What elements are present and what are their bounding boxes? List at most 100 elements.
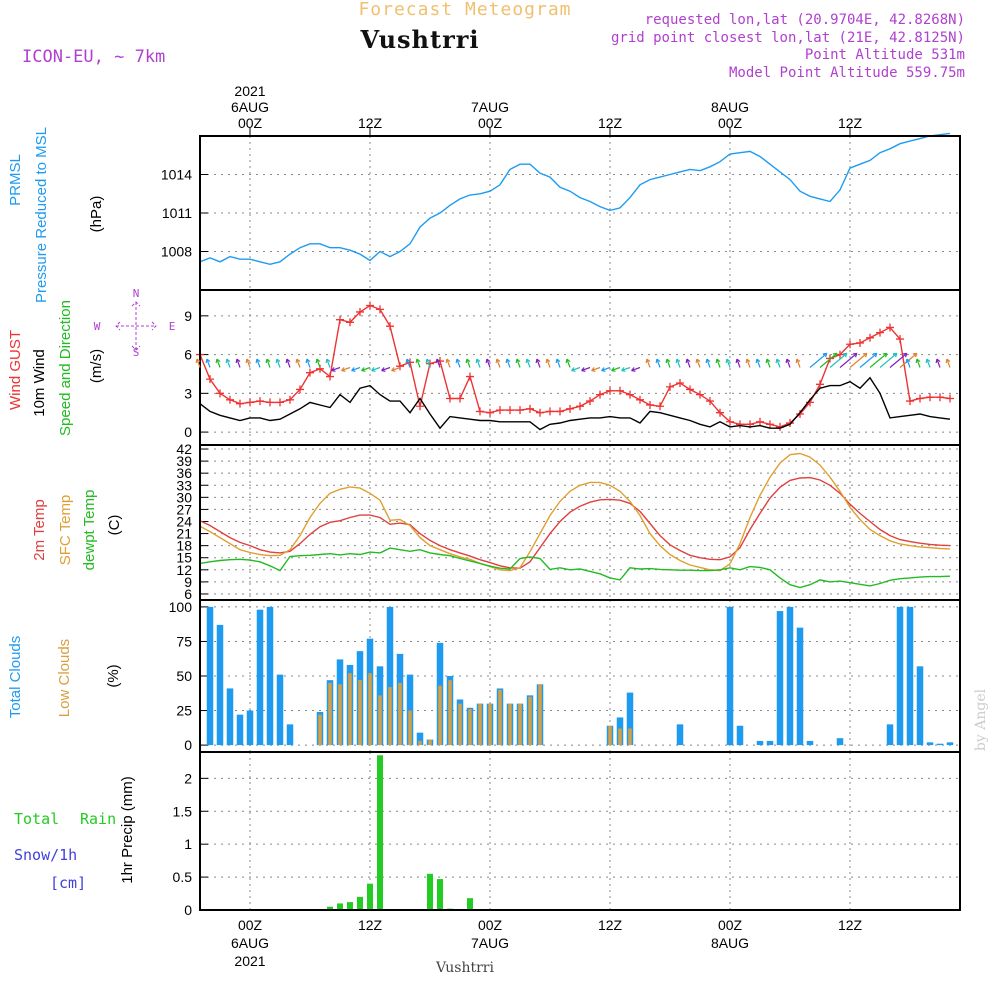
ytick-label-clouds: 75	[176, 633, 192, 649]
gust-marker	[906, 397, 914, 406]
wind-arrowhead	[525, 358, 531, 364]
bar-total-clouds	[246, 710, 254, 746]
wind-arrow	[676, 358, 681, 368]
ytick-label-wind: 3	[184, 385, 192, 401]
bar-total-rain	[357, 896, 363, 910]
wind-arrowhead	[325, 358, 331, 364]
wind-arrowhead	[495, 358, 501, 364]
gust-marker	[846, 340, 854, 349]
compass-letter: N	[133, 287, 140, 300]
bar-low-clouds	[438, 685, 442, 746]
bar-low-clouds	[518, 703, 522, 746]
panels-group: 1008101110140369691215182124273033363942…	[161, 132, 961, 918]
bar-low-clouds	[348, 673, 352, 746]
wind-arrow	[859, 352, 878, 368]
time-label-top: 00Z	[478, 115, 503, 131]
wind-arrow	[889, 352, 908, 368]
wind-arrow	[766, 358, 771, 368]
wind-arrowhead	[665, 358, 671, 364]
panel-clouds: 0 25 50 75 100	[169, 599, 961, 753]
wind-arrow	[611, 366, 621, 372]
wind-arrow	[631, 366, 641, 372]
wind-arrowhead	[892, 352, 898, 358]
ytick-label-temperature: 12	[176, 562, 192, 578]
gust-marker	[616, 386, 624, 395]
time-label-bottom: 6AUG	[231, 935, 269, 951]
gust-marker	[786, 419, 794, 428]
gust-marker	[816, 380, 824, 389]
bar-total-clouds	[936, 743, 944, 746]
wind-arrow	[666, 358, 671, 368]
gust-marker	[896, 335, 904, 344]
wind-arrow	[756, 358, 761, 368]
wind-arrow	[571, 366, 581, 372]
bar-total-clouds	[386, 606, 394, 746]
ytick-label-clouds: 0	[184, 737, 192, 753]
ytick-label-temperature: 39	[176, 453, 192, 469]
time-label-top: 12Z	[358, 115, 383, 131]
wind-arrow	[879, 352, 898, 368]
bar-total-rain	[427, 873, 433, 910]
wind-arrow	[786, 358, 791, 368]
ytick-label-temperature: 9	[184, 574, 192, 590]
wind-arrowhead	[391, 367, 396, 372]
wind-arrow	[216, 358, 221, 368]
ytick-label-precip: 0	[184, 902, 192, 918]
ytick-label-temperature: 30	[176, 489, 192, 505]
wind-arrowhead	[745, 358, 751, 364]
wind-arrowhead	[925, 358, 931, 364]
bar-total-clouds	[916, 666, 924, 746]
gust-marker	[526, 404, 534, 413]
wind-arrow	[736, 358, 741, 368]
gust-marker	[506, 406, 514, 415]
ytick-label-temperature: 18	[176, 538, 192, 554]
wind-arrowhead	[341, 367, 346, 372]
wind-arrowhead	[765, 358, 771, 364]
gust-marker	[346, 318, 354, 327]
wind-arrow	[406, 358, 411, 368]
wind-arrowhead	[315, 358, 321, 364]
gust-marker	[496, 406, 504, 415]
gust-marker	[466, 372, 474, 381]
gust-marker	[796, 410, 804, 418]
wind-arrowhead	[435, 358, 441, 364]
gust-marker	[946, 394, 954, 403]
gust-marker	[256, 397, 264, 406]
wind-arrowhead	[725, 358, 731, 364]
wind-arrowhead	[225, 358, 231, 364]
bar-total-rain	[327, 906, 333, 910]
gust-marker	[546, 407, 554, 416]
bar-low-clouds	[488, 703, 492, 746]
wind-arrowhead	[245, 358, 251, 364]
wind-arrow	[276, 358, 281, 368]
compass-letter: E	[169, 320, 176, 333]
wind-arrowhead	[571, 367, 576, 372]
wind-arrow	[746, 358, 751, 368]
series-prmsl	[199, 132, 951, 266]
wind-arrow	[256, 358, 261, 368]
wind-arrowhead	[621, 367, 626, 372]
model-altitude: Model Point Altitude 559.75m	[729, 65, 965, 81]
panel-pressure: 1008 1011 1014	[161, 132, 961, 291]
wind-arrow	[581, 366, 591, 372]
time-label-top: 8AUG	[711, 99, 749, 115]
bar-low-clouds	[618, 728, 622, 746]
gust-marker	[666, 382, 674, 391]
gust-marker	[636, 395, 644, 404]
bar-total-clouds	[836, 738, 844, 746]
bar-total-clouds	[896, 606, 904, 746]
gust-marker	[656, 402, 664, 411]
ytick-label-wind: 0	[184, 424, 192, 440]
time-label-top: 00Z	[718, 115, 743, 131]
label-low-clouds: Low Clouds	[56, 639, 73, 717]
bar-total-rain	[337, 903, 343, 910]
wind-arrowhead	[415, 358, 421, 364]
gust-marker	[836, 350, 844, 359]
bar-low-clouds	[448, 680, 452, 746]
wind-arrow	[591, 366, 601, 372]
wind-arrowhead	[465, 358, 471, 364]
wind-arrow	[206, 358, 211, 368]
wind-arrow	[526, 358, 531, 368]
gust-marker	[596, 390, 604, 399]
wind-arrowhead	[215, 358, 221, 364]
